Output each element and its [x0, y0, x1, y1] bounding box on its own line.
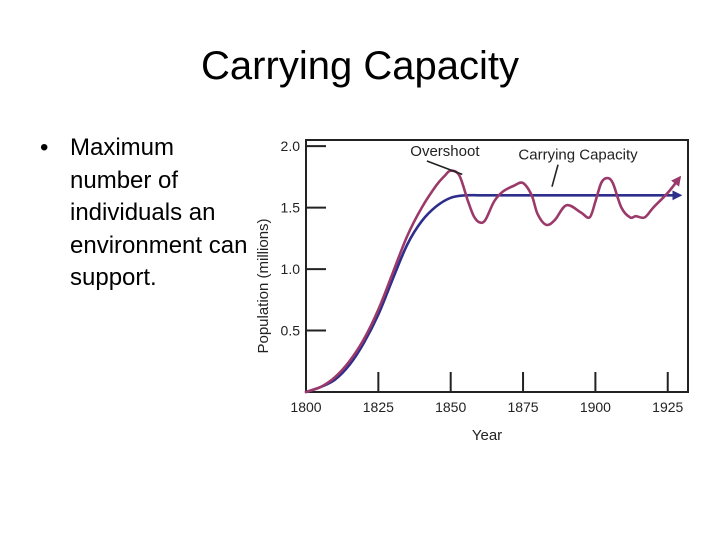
slide-title: Carrying Capacity: [201, 44, 519, 88]
x-tick-label: 1925: [652, 399, 683, 415]
bullet-text: Maximum number of individuals an environ…: [70, 134, 248, 291]
x-tick-label: 1825: [363, 399, 394, 415]
overshoot-annotation: Overshoot: [410, 143, 480, 160]
bullet-item: • Maximum number of individuals an envir…: [40, 132, 250, 295]
x-tick-label: 1850: [435, 399, 466, 415]
y-tick-label: 0.5: [281, 323, 301, 339]
x-tick-label: 1875: [507, 399, 538, 415]
y-tick-label: 1.0: [281, 261, 301, 277]
carrying-series-line: [304, 190, 683, 394]
bullet-list: • Maximum number of individuals an envir…: [40, 132, 250, 295]
carrying-capacity-annotation: Carrying Capacity: [518, 147, 638, 164]
y-tick-label: 2.0: [281, 138, 301, 154]
x-tick-label: 1900: [580, 399, 611, 415]
y-tick-label: 1.5: [281, 200, 301, 216]
annotation-pointer: [426, 160, 463, 176]
overshoot-series-line: [304, 169, 682, 394]
x-tick-label: 1800: [290, 399, 321, 415]
bullet-icon: •: [40, 134, 49, 161]
annotation-pointer: [551, 164, 559, 187]
plot-frame: [305, 139, 689, 393]
x-axis-label: Year: [472, 427, 502, 444]
y-axis-label: Population (millions): [255, 218, 272, 353]
population-chart: 0.5 1.0 1.5 2.0 1800 1825 1850 1875 1900 1925 Year…: [255, 138, 689, 444]
